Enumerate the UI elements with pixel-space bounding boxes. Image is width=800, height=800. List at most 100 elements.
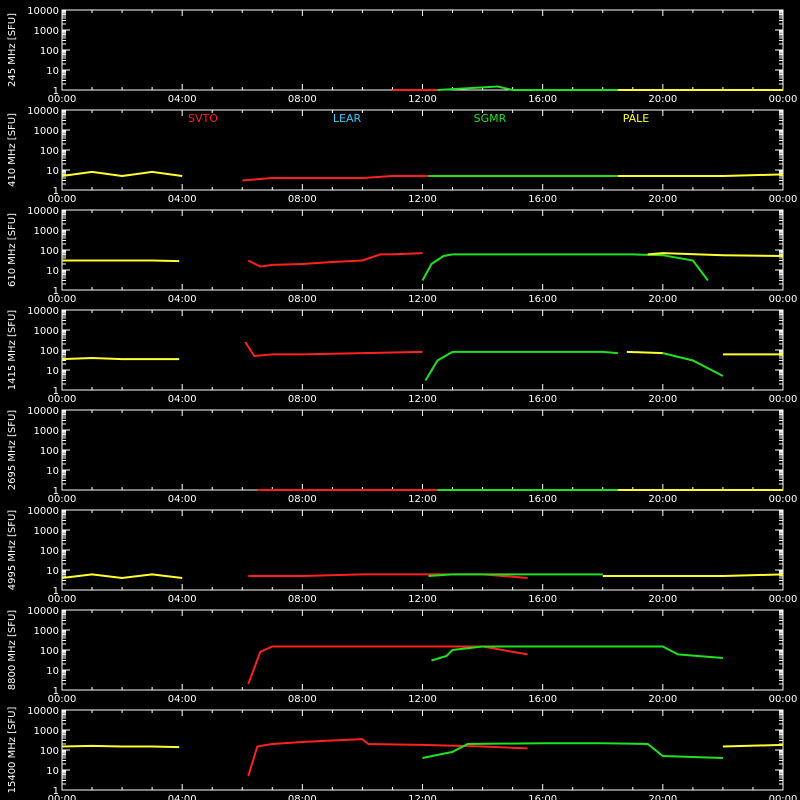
panel-y-label: 4995 MHz [SFU] (7, 510, 18, 591)
series-sgmr-line (431, 645, 723, 662)
panel-frame (61, 209, 784, 291)
x-tick-label: 08:00 (288, 694, 317, 705)
series-svto-line (242, 175, 429, 182)
x-tick-label: 08:00 (288, 194, 317, 205)
y-tick-label: 1 (53, 286, 59, 297)
y-tick-label: 100 (40, 746, 59, 757)
x-tick-label: 12:00 (408, 494, 437, 505)
x-tick-label: 00:00 (48, 694, 77, 705)
x-tick-label: 08:00 (288, 794, 317, 800)
x-tick-label: 20:00 (648, 594, 677, 605)
x-tick-label: 00:00 (48, 494, 77, 505)
panel-frame (61, 509, 784, 591)
legend-sgmr: SGMR (474, 112, 507, 125)
panel-frame (61, 409, 784, 491)
x-tick-label: 08:00 (288, 94, 317, 105)
y-tick-label: 10000 (27, 306, 59, 317)
series-pale-line (61, 356, 180, 361)
y-tick-label: 10000 (27, 206, 59, 217)
x-tick-label: 08:00 (288, 594, 317, 605)
x-tick-label: 00:00 (769, 394, 798, 405)
x-tick-label: 00:00 (48, 594, 77, 605)
series-pale-line (626, 350, 663, 355)
x-tick-label: 20:00 (648, 694, 677, 705)
y-tick-label: 1000 (34, 226, 59, 237)
x-tick-label: 00:00 (769, 694, 798, 705)
panel-frame (61, 709, 784, 791)
y-tick-label: 100 (40, 46, 59, 57)
series-sgmr-line (421, 253, 709, 282)
y-tick-label: 10000 (27, 606, 59, 617)
y-tick-label: 1000 (34, 326, 59, 337)
panel-y-label: 15400 MHz [SFU] (7, 707, 18, 794)
y-tick-label: 10000 (27, 506, 59, 517)
series-sgmr-line (437, 85, 618, 91)
panel-2: 1 10 100 1000 10000 00:00 04:00 08:00 12:00 16:00… (7, 106, 797, 205)
series-pale-line (602, 573, 784, 577)
x-tick-label: 12:00 (408, 594, 437, 605)
series-svto-line (247, 738, 528, 777)
y-tick-label: 10000 (27, 106, 59, 117)
series-pale-line (61, 573, 183, 580)
series-svto-line (247, 252, 423, 268)
series-svto-line (244, 341, 423, 358)
x-tick-label: 08:00 (288, 494, 317, 505)
panel-frame (61, 309, 784, 391)
x-tick-label: 12:00 (408, 94, 437, 105)
y-tick-label: 1000 (34, 26, 59, 37)
series-pale-line (722, 743, 784, 748)
y-tick-label: 1 (53, 586, 59, 597)
x-tick-label: 04:00 (168, 94, 197, 105)
x-tick-label: 04:00 (168, 294, 197, 305)
y-tick-label: 100 (40, 546, 59, 557)
y-tick-label: 1000 (34, 426, 59, 437)
y-tick-label: 1 (53, 186, 59, 197)
x-tick-label: 20:00 (648, 294, 677, 305)
panel-y-label: 245 MHz [SFU] (7, 13, 18, 87)
x-tick-label: 16:00 (528, 594, 557, 605)
y-tick-label: 100 (40, 446, 59, 457)
y-tick-label: 10 (46, 466, 59, 477)
series-pale-line (61, 744, 180, 749)
x-tick-label: 20:00 (648, 94, 677, 105)
y-tick-label: 1 (53, 786, 59, 797)
panel-5: 1 10 100 1000 10000 00:00 04:00 08:00 12:00 16:00… (7, 406, 797, 505)
y-tick-label: 100 (40, 146, 59, 157)
y-tick-label: 100 (40, 246, 59, 257)
x-tick-label: 04:00 (168, 394, 197, 405)
x-tick-label: 16:00 (528, 194, 557, 205)
y-tick-label: 1 (53, 486, 59, 497)
series-sgmr-line (424, 350, 618, 382)
legend-lear: LEAR (333, 112, 362, 125)
x-tick-label: 00:00 (769, 794, 798, 800)
x-tick-label: 00:00 (48, 194, 77, 205)
y-tick-label: 1 (53, 86, 59, 97)
x-tick-label: 12:00 (408, 394, 437, 405)
y-tick-label: 1000 (34, 726, 59, 737)
x-tick-label: 00:00 (48, 294, 77, 305)
series-pale-line (647, 252, 784, 257)
panel-frame (61, 109, 784, 191)
x-tick-label: 00:00 (48, 394, 77, 405)
x-tick-label: 16:00 (528, 494, 557, 505)
x-tick-label: 04:00 (168, 494, 197, 505)
y-tick-label: 10 (46, 666, 59, 677)
y-tick-label: 1000 (34, 626, 59, 637)
series-sgmr-line (428, 573, 603, 577)
legend-svto: SVTO (188, 112, 218, 125)
panel-y-label: 610 MHz [SFU] (7, 213, 18, 287)
y-tick-label: 1 (53, 686, 59, 697)
y-tick-label: 10 (46, 766, 59, 777)
x-tick-label: 04:00 (168, 594, 197, 605)
panel-y-label: 1415 MHz [SFU] (7, 310, 18, 391)
y-tick-label: 100 (40, 346, 59, 357)
x-tick-label: 16:00 (528, 94, 557, 105)
x-tick-label: 12:00 (408, 294, 437, 305)
x-tick-label: 16:00 (528, 294, 557, 305)
y-tick-label: 10000 (27, 706, 59, 717)
y-tick-label: 1000 (34, 526, 59, 537)
x-tick-label: 00:00 (769, 494, 798, 505)
panel-y-label: 410 MHz [SFU] (7, 113, 18, 187)
x-tick-label: 04:00 (168, 694, 197, 705)
